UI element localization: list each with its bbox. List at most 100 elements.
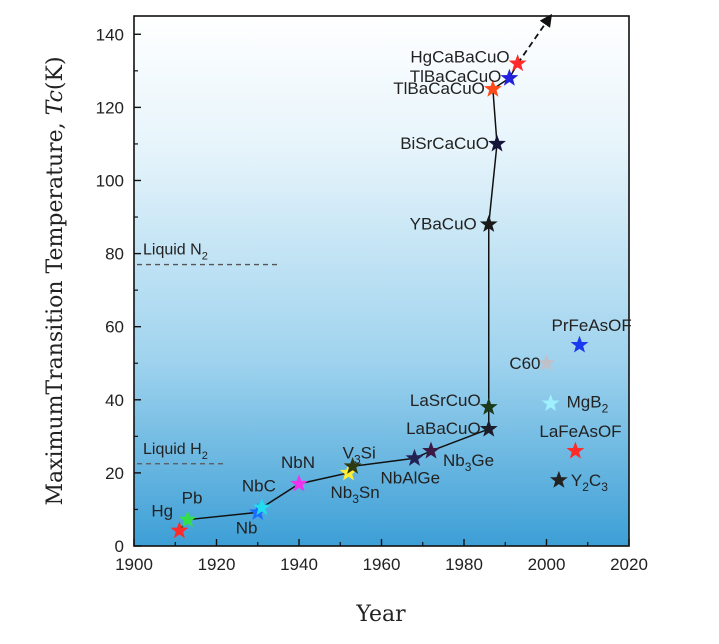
label-subscript: 2: [582, 480, 589, 494]
point-label: PrFeAsOF: [552, 316, 632, 335]
x-tick-label: 2000: [528, 555, 566, 574]
y-title-variable: Tc: [43, 90, 68, 115]
y-tick-label: 140: [96, 25, 124, 44]
label-text: Ge: [471, 451, 494, 470]
point-star-marker: [170, 521, 189, 539]
y-tick-label: 20: [105, 464, 124, 483]
label-text: Pb: [182, 489, 203, 508]
reference-line-label: Liquid H2: [143, 441, 208, 462]
y-tick-label: 80: [105, 245, 124, 264]
label-text: Nb: [443, 451, 465, 470]
label-text: NbN: [281, 453, 315, 472]
reference-line-label: Liquid N2: [143, 242, 208, 263]
point-label: TlBaCaCuO: [393, 79, 485, 98]
point-label: LaSrCuO: [410, 391, 481, 410]
point-label: TlBaCaCuO: [410, 67, 502, 86]
point-label: HgCaBaCuO: [410, 48, 509, 67]
label-text: Liquid H: [143, 441, 202, 458]
label-subscript: 3: [352, 492, 359, 506]
label-subscript: 3: [601, 480, 608, 494]
x-tick-label: 1980: [445, 555, 483, 574]
point-star-marker: [422, 441, 440, 459]
label-text: MgB: [567, 392, 602, 411]
label-text: C: [589, 471, 601, 490]
label-text: NbC: [242, 477, 276, 496]
label-subscript: 2: [602, 401, 609, 415]
y-tick-label: 0: [115, 537, 124, 556]
label-text: HgCaBaCuO: [410, 48, 509, 67]
label-subscript: 3: [465, 460, 472, 474]
point-star-marker: [488, 134, 506, 152]
point-label: LaFeAsOF: [539, 422, 621, 441]
point-star-marker: [178, 510, 197, 528]
label-subscript: 3: [354, 452, 361, 466]
point-label: NbAlGe: [381, 468, 441, 487]
label-text: Nb: [236, 518, 258, 537]
point-label: V3Si: [343, 443, 376, 466]
point-star-marker: [479, 397, 498, 415]
label-subscript: 2: [202, 251, 208, 263]
y-title-unit: (K): [43, 56, 68, 90]
label-text: TlBaCaCuO: [410, 67, 502, 86]
label-text: NbAlGe: [381, 468, 441, 487]
point-label: Nb: [236, 518, 258, 537]
label-text: V: [343, 443, 355, 462]
x-tick-label: 2020: [610, 555, 648, 574]
point-star-marker: [549, 470, 568, 488]
y-tick-label: 120: [96, 98, 124, 117]
y-title-prefix: MaximumTransition Temperature,: [43, 115, 68, 505]
y-tick-label: 60: [105, 318, 124, 337]
x-tick-label: 1920: [198, 555, 236, 574]
x-tick-label: 1960: [363, 555, 401, 574]
point-star-marker: [570, 335, 589, 353]
point-label: LaBaCuO: [406, 419, 481, 438]
point-label: NbC: [242, 477, 276, 496]
point-star-marker: [290, 474, 308, 492]
point-label: BiSrCaCuO: [400, 134, 489, 153]
point-label: Y2C3: [571, 471, 608, 494]
point-label: Pb: [182, 489, 203, 508]
point-star-marker: [508, 54, 527, 72]
label-text: YBaCuO: [410, 214, 477, 233]
point-star-marker: [537, 353, 556, 371]
label-text: Sn: [359, 483, 380, 502]
point-label: MgB2: [567, 392, 609, 415]
point-label: Nb3Ge: [443, 451, 494, 474]
label-text: BiSrCaCuO: [400, 134, 489, 153]
label-text: PrFeAsOF: [552, 316, 632, 335]
point-label: Nb3Sn: [331, 483, 380, 506]
x-tick-label: 1900: [115, 555, 153, 574]
label-text: Si: [361, 443, 376, 462]
point-star-marker: [566, 441, 585, 459]
data-points: [170, 54, 589, 539]
point-label: Hg: [151, 502, 173, 521]
label-text: Y: [571, 471, 582, 490]
label-text: LaFeAsOF: [539, 422, 621, 441]
point-star-marker: [541, 394, 560, 412]
axes: 1900 1920 1940 1960 1980 2000 2020 0 20 40 60 80 100…: [96, 15, 648, 574]
point-label: YBaCuO: [410, 214, 477, 233]
point-star-marker: [500, 68, 519, 86]
point-star-marker: [343, 456, 362, 474]
label-text: Liquid N: [143, 242, 202, 259]
y-tick-label: 40: [105, 391, 124, 410]
point-label: C60: [509, 354, 540, 373]
label-text: TlBaCaCuO: [393, 79, 485, 98]
label-text: LaSrCuO: [410, 391, 481, 410]
point-star-marker: [252, 498, 271, 516]
y-axis-title: MaximumTransition Temperature, Tc(K): [43, 56, 68, 505]
label-text: C60: [509, 354, 540, 373]
point-star-marker: [483, 79, 502, 97]
point-labels: HgPbNbNbCNbNNb3SnV3SiNbAlGeNb3GeLaBaCuOL…: [151, 48, 631, 538]
point-star-marker: [479, 419, 498, 437]
label-subscript: 2: [202, 450, 208, 462]
point-label: NbN: [281, 453, 315, 472]
label-text: Hg: [151, 502, 173, 521]
label-text: LaBaCuO: [406, 419, 481, 438]
label-text: Nb: [331, 483, 353, 502]
point-star-marker: [479, 214, 498, 232]
plot-background: [134, 16, 629, 546]
point-star-marker: [405, 448, 424, 466]
